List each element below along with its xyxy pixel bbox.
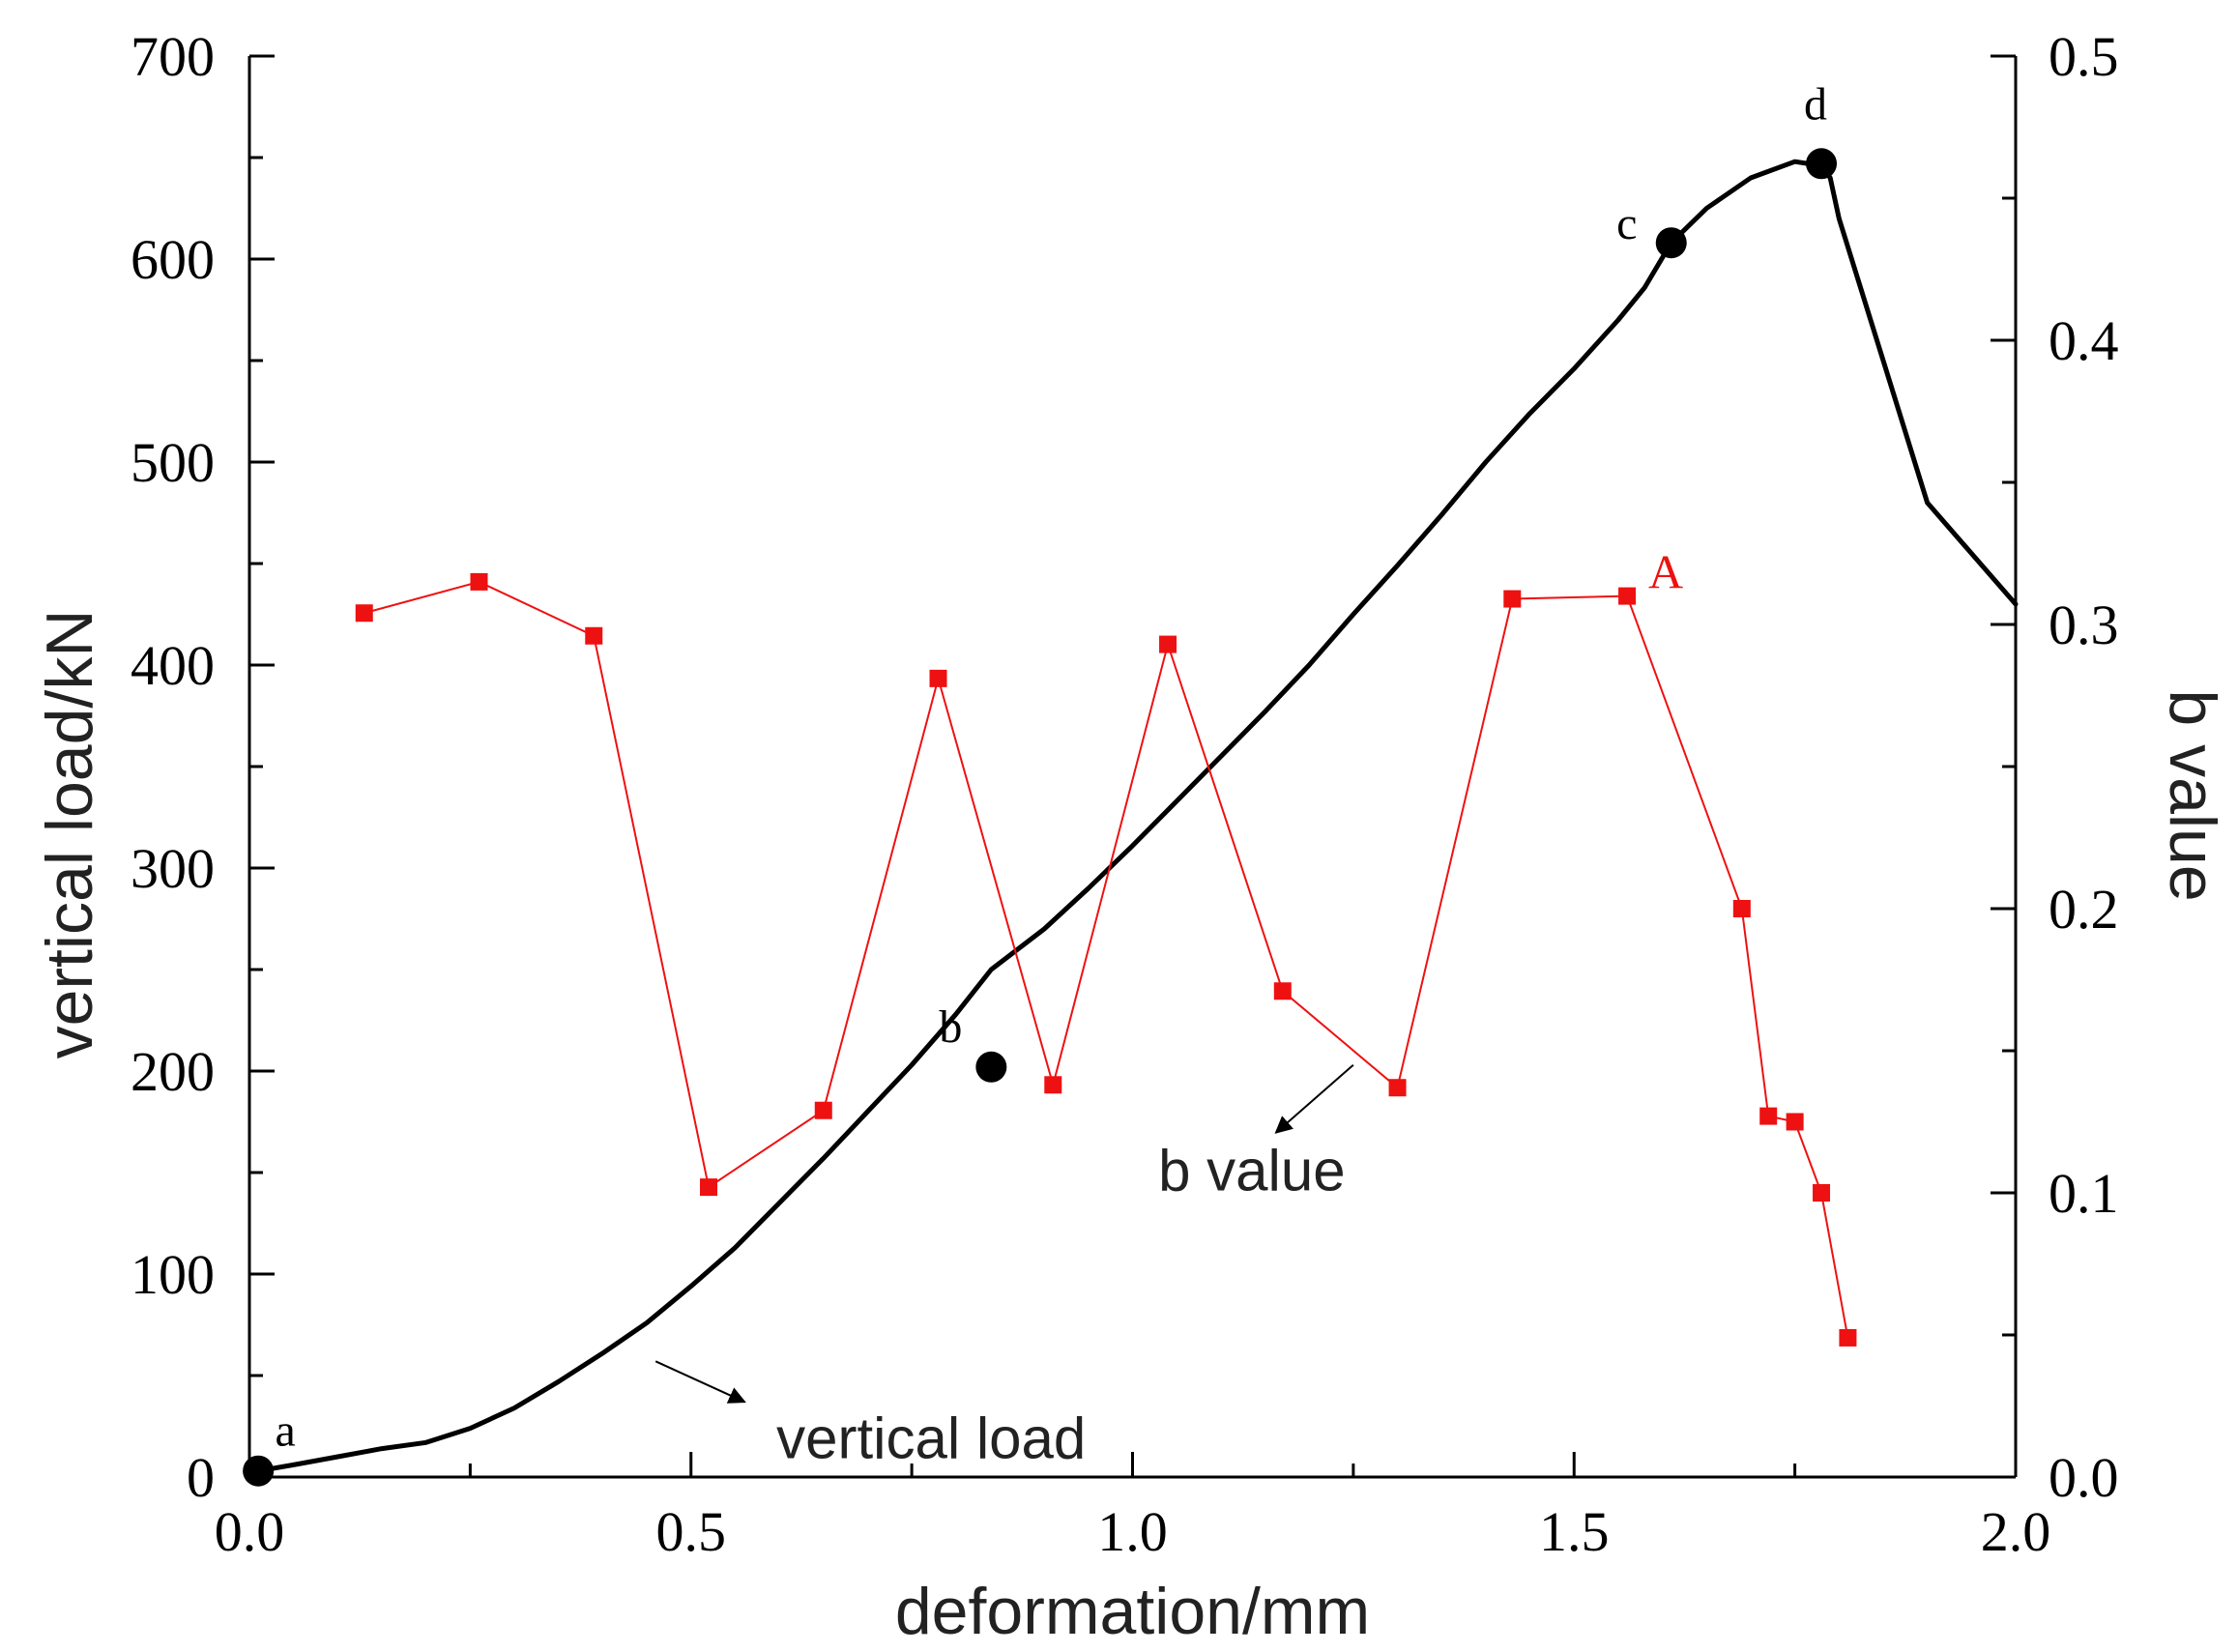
b-value-point	[1732, 900, 1751, 917]
load-series	[255, 159, 2019, 1474]
x-axis-title: deformation/mm	[895, 1575, 1370, 1648]
x-tick-label: 0.0	[215, 1500, 285, 1563]
key-point-b	[975, 1051, 1007, 1083]
y-right-tick-label: 0.0	[2049, 1446, 2119, 1509]
y-left-tick-label: 100	[131, 1243, 215, 1306]
b-value-point	[1503, 590, 1522, 608]
b-value-point	[1618, 587, 1637, 605]
y-left-axis-title: vertical load/kN	[33, 610, 106, 1059]
x-tick-label: 1.5	[1539, 1500, 1610, 1563]
b-value-point	[1388, 1079, 1407, 1097]
key-point-label: b	[939, 1001, 962, 1053]
b-value-series	[355, 572, 1857, 1347]
y-left-tick-label: 500	[131, 431, 215, 494]
y-left-tick-label: 400	[131, 634, 215, 697]
x-tick-label: 0.5	[656, 1500, 727, 1563]
x-tick-label: 2.0	[1981, 1500, 2051, 1563]
b-value-point	[929, 669, 947, 687]
y-right-tick-label: 0.4	[2049, 309, 2119, 372]
key-point-a	[243, 1455, 275, 1487]
y-left-tick-label: 0	[187, 1446, 215, 1509]
x-tick-label: 1.0	[1097, 1500, 1168, 1563]
y-right-tick-label: 0.2	[2049, 878, 2119, 941]
key-point-c	[1655, 227, 1687, 259]
b-value-arrow	[1274, 1063, 1354, 1134]
b-value-point	[355, 604, 373, 623]
b-value-point	[1839, 1328, 1857, 1347]
b-value-point	[1786, 1113, 1804, 1131]
y-left-tick-label: 600	[131, 228, 215, 291]
b-value-annotation: b value	[1158, 1139, 1345, 1203]
b-value-point	[1159, 635, 1177, 653]
key-point-d	[1806, 148, 1838, 180]
b-value-point	[1044, 1076, 1062, 1094]
key-point-label: a	[275, 1406, 295, 1457]
b-value-point	[1759, 1107, 1778, 1125]
b-value-point	[1273, 982, 1292, 1000]
y-right-axis-title: b value	[2156, 689, 2229, 901]
label-A: A	[1648, 545, 1683, 599]
vertical-load-line	[255, 159, 2019, 1474]
y-left-tick-label: 200	[131, 1040, 215, 1103]
y-left-tick-label: 300	[131, 837, 215, 900]
b-value-point	[585, 626, 603, 645]
key-points: a b c d	[243, 78, 1838, 1487]
key-point-label: c	[1616, 198, 1637, 249]
b-value-line	[363, 580, 1849, 1339]
axis-titles: deformation/mm vertical load/kN b value	[33, 610, 2229, 1648]
y-left-tick-label: 700	[131, 25, 215, 88]
axes	[247, 56, 2018, 1479]
b-value-point	[700, 1178, 718, 1197]
vertical-load-arrow	[654, 1360, 746, 1404]
annotations: vertical load b value A	[654, 545, 1683, 1470]
y-right-tick-label: 0.3	[2049, 594, 2119, 656]
y-right-tick-label: 0.5	[2049, 25, 2119, 88]
b-value-point	[814, 1101, 832, 1119]
y-right-tick-label: 0.1	[2049, 1162, 2119, 1225]
vertical-load-annotation: vertical load	[776, 1406, 1086, 1470]
key-point-label: d	[1804, 78, 1827, 130]
b-value-point	[1813, 1184, 1831, 1202]
ticks: 0.0 0.5 1.0 1.5 2.0 0 100 200 300 400 500 600 700 0.0…	[131, 25, 2119, 1563]
b-value-point	[470, 572, 488, 591]
